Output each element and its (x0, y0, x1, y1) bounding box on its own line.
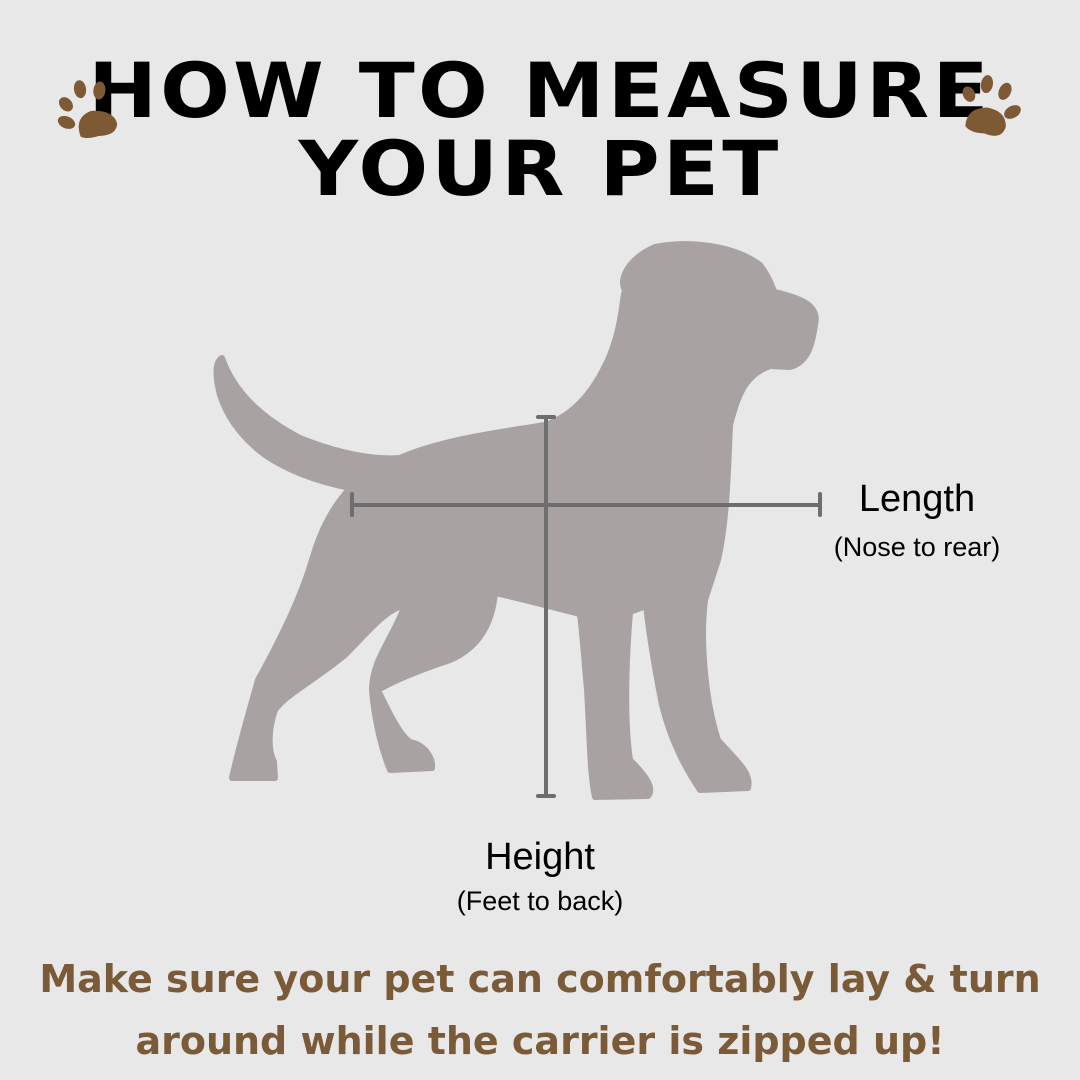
height-label: Height (485, 836, 595, 878)
note-line-1: Make sure your pet can comfortably lay &… (39, 957, 1041, 1001)
carrier-note: Make sure your pet can comfortably lay &… (0, 948, 1080, 1072)
note-line-2: around while the carrier is zipped up! (135, 1019, 945, 1063)
title-line-1: HOW TO MEASURE (88, 46, 992, 135)
paw-print-icon (962, 75, 1021, 136)
title-line-2: YOUR PET (298, 124, 782, 213)
dog-silhouette (213, 241, 819, 800)
height-sublabel: (Feet to back) (456, 886, 624, 916)
length-sublabel: (Nose to rear) (833, 532, 1001, 562)
paw-print-icon (57, 80, 118, 138)
length-label: Length (858, 478, 976, 520)
